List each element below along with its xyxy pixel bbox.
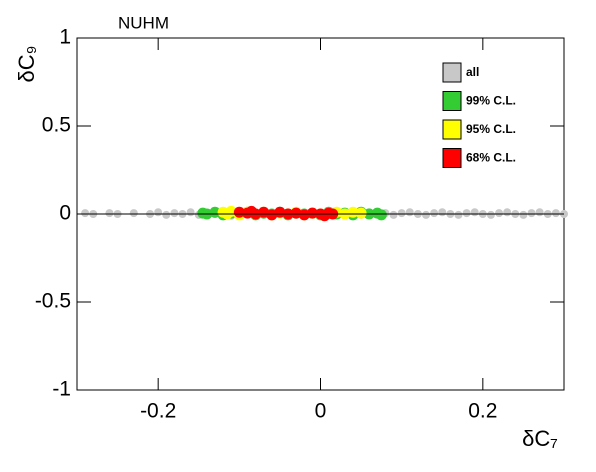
scatter-point xyxy=(306,207,318,219)
y-axis-label: δC₉ xyxy=(14,46,39,83)
legend-label: 95% C.L. xyxy=(466,122,516,136)
legend-label: all xyxy=(466,65,479,79)
legend-swatch xyxy=(442,62,462,83)
scatter-point xyxy=(430,209,439,218)
legend-swatch xyxy=(442,91,462,111)
scatter-point xyxy=(422,210,431,219)
scatter-point xyxy=(519,210,528,219)
scatter-point xyxy=(81,209,90,218)
x-tick-label: -0.2 xyxy=(140,400,176,423)
scatter-point xyxy=(129,209,138,218)
scatter-point xyxy=(389,210,398,219)
scatter-point xyxy=(154,208,163,217)
scatter-point xyxy=(347,206,359,218)
scatter-point xyxy=(397,209,406,218)
y-tick-label: -0.5 xyxy=(35,290,71,313)
scatter-point xyxy=(535,208,544,217)
scatter-point xyxy=(233,206,245,218)
scatter-point xyxy=(462,209,471,218)
scatter-point xyxy=(355,207,367,219)
legend-swatch xyxy=(442,148,462,168)
scatter-point xyxy=(454,210,463,219)
legend-label: 68% C.L. xyxy=(466,151,516,165)
legend-swatch xyxy=(442,119,462,140)
y-tick-label: 0 xyxy=(59,202,71,225)
y-tick-label: 1 xyxy=(59,26,71,49)
scatter-point xyxy=(186,208,195,217)
scatter-point xyxy=(470,208,479,217)
scatter-point xyxy=(551,209,560,218)
y-tick-label: -1 xyxy=(52,378,71,401)
x-axis-label: δC₇ xyxy=(522,426,558,451)
x-tick-label: 0 xyxy=(315,400,327,423)
legend-label: 99% C.L. xyxy=(466,94,516,108)
scatter-point xyxy=(105,209,114,218)
scatter-point xyxy=(162,210,171,219)
y-tick-label: 0.5 xyxy=(42,114,71,137)
scatter-point xyxy=(527,209,536,218)
scatter-point xyxy=(405,208,414,217)
scatter-point xyxy=(170,209,179,218)
scatter-point xyxy=(438,208,447,217)
scatter-point xyxy=(495,209,504,218)
scatter-point xyxy=(375,209,387,221)
chart-title: NUHM xyxy=(118,13,169,32)
scatter-point xyxy=(503,208,512,217)
x-tick-label: 0.2 xyxy=(468,400,497,423)
scatter-point xyxy=(486,210,495,219)
